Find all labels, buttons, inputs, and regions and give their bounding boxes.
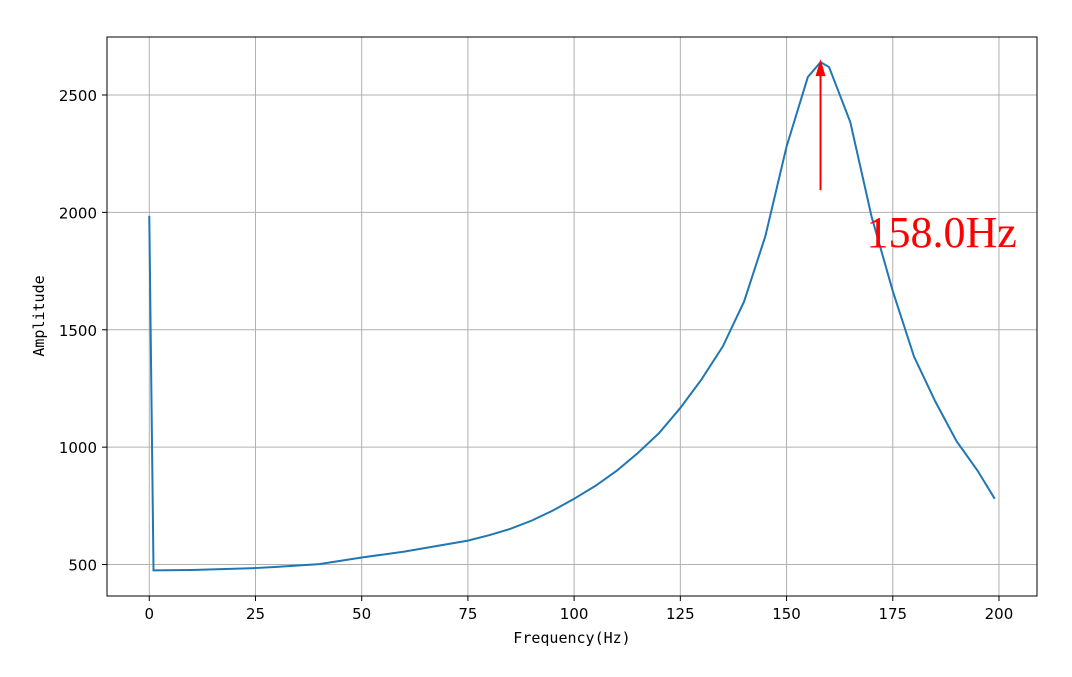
annotation-label: 158.0Hz — [867, 208, 1017, 257]
y-tick-label: 1500 — [59, 322, 97, 340]
annotation-arrowhead — [815, 59, 826, 77]
x-tick-label: 25 — [246, 605, 265, 623]
x-tick-label: 75 — [458, 605, 477, 623]
x-axis-label: Frequency(Hz) — [513, 629, 630, 647]
y-tick-label: 2000 — [59, 204, 97, 222]
y-axis-label: Amplitude — [30, 275, 48, 356]
x-tick-label: 50 — [352, 605, 371, 623]
y-tick-label: 1000 — [59, 439, 97, 457]
x-tick-label: 100 — [560, 605, 589, 623]
x-tick-label: 175 — [878, 605, 907, 623]
plot-frame — [106, 36, 1038, 597]
y-tick-label: 500 — [68, 557, 97, 575]
x-tick-label: 0 — [144, 605, 154, 623]
x-tick-label: 150 — [772, 605, 801, 623]
y-tick-label: 2500 — [59, 87, 97, 105]
data-line — [148, 60, 996, 572]
x-tick-label: 200 — [985, 605, 1014, 623]
x-tick-label: 125 — [666, 605, 695, 623]
